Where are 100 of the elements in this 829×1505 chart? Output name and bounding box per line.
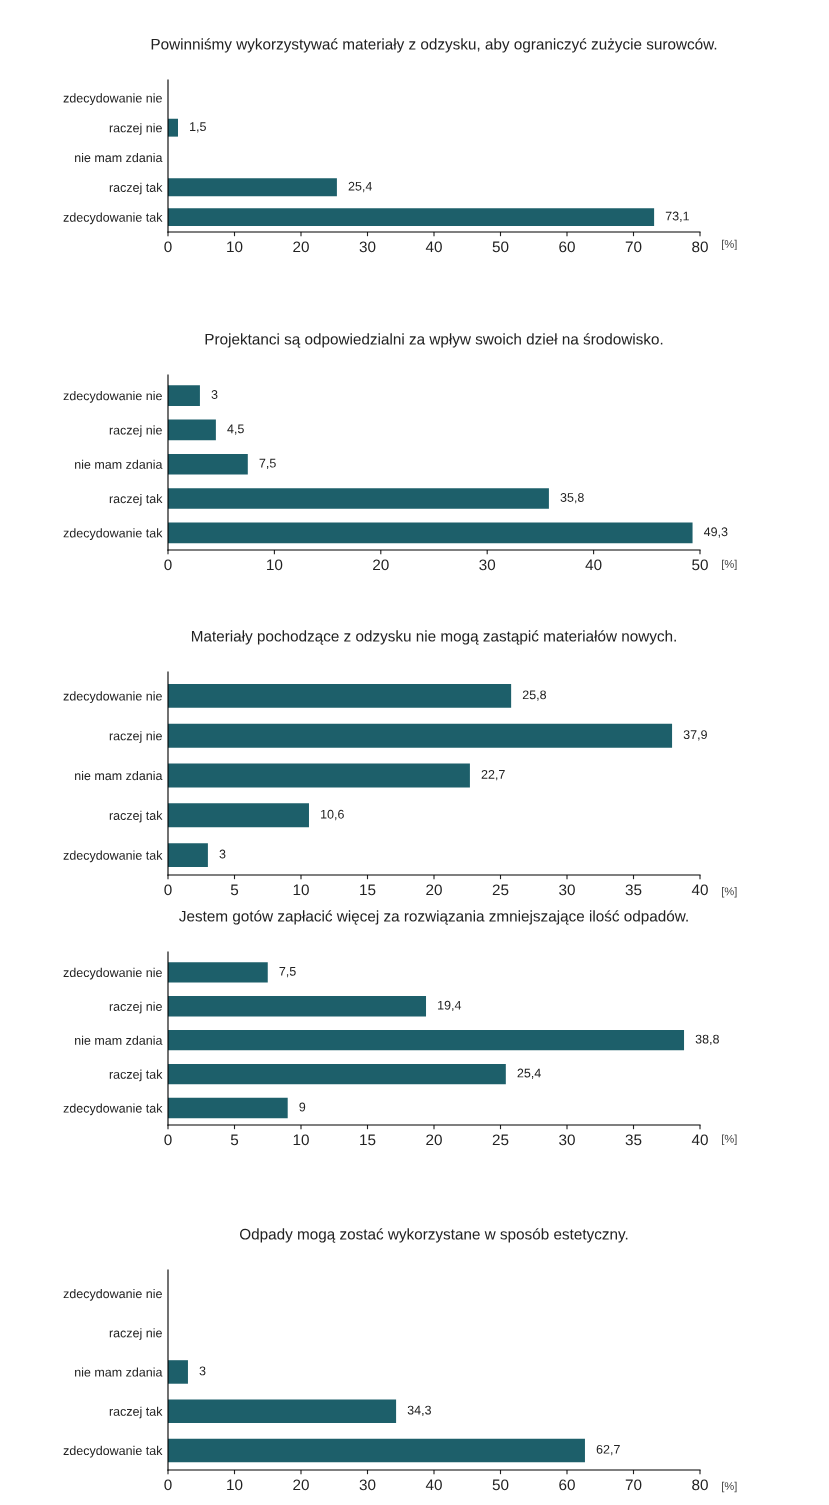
x-tick-label: 50: [492, 1479, 509, 1491]
x-tick-label: 30: [359, 1479, 376, 1491]
x-tick-label: 20: [426, 1134, 442, 1146]
x-tick-label: 15: [360, 884, 376, 896]
x-tick-label: 70: [625, 1479, 642, 1491]
x-tick-label: 0: [164, 559, 172, 571]
x-tick-label: 40: [585, 559, 602, 571]
x-tick-label: 30: [479, 559, 496, 571]
x-axis-title: [%]: [722, 559, 737, 571]
x-tick-label: 40: [691, 1134, 708, 1146]
data-label: 7,5: [279, 966, 296, 978]
x-tick-label: 0: [164, 1479, 172, 1491]
x-axis-title: [%]: [722, 239, 737, 251]
data-label: 10,6: [321, 809, 344, 821]
x-tick-label: 0: [164, 241, 172, 253]
data-label: 1,5: [190, 122, 206, 133]
bar: [168, 208, 655, 227]
bar: [168, 118, 178, 137]
data-label: 38,8: [695, 1034, 719, 1046]
data-label: 25,4: [348, 181, 372, 193]
x-tick-label: 80: [692, 1479, 708, 1491]
bar: [168, 1063, 506, 1085]
x-tick-label: 35: [625, 884, 642, 896]
data-label: 34,3: [407, 1405, 431, 1417]
x-tick-label: 25: [492, 1134, 509, 1146]
data-label: 35,8: [560, 493, 584, 504]
y-tick-label: raczej nie: [109, 731, 162, 743]
data-label: 9: [299, 1102, 306, 1112]
chart-title: Materiały pochodzące z odzysku nie mogą zastąpić materiałów nowych.: [191, 630, 676, 645]
x-tick-label: 0: [164, 884, 172, 896]
x-tick-label: 20: [373, 559, 389, 571]
x-tick-label: 10: [293, 1134, 309, 1146]
chart-title: Odpady mogą zostać wykorzystane w sposób estetyczny.: [239, 1228, 628, 1243]
y-tick-label: zdecydowanie nie: [63, 1289, 162, 1301]
data-label: 73,1: [665, 211, 689, 222]
y-tick-label: zdecydowanie nie: [63, 391, 162, 403]
data-label: 3: [199, 1366, 206, 1376]
x-tick-label: 40: [425, 241, 442, 253]
y-tick-label: raczej tak: [109, 494, 163, 506]
chart-title: Projektanci są odpowiedzialni za wpływ swoich dzieł na środowisko.: [205, 333, 663, 348]
y-tick-label: nie mam zdania: [75, 1035, 163, 1045]
bar: [168, 1030, 685, 1051]
y-tick-label: raczej nie: [109, 1328, 162, 1340]
y-tick-label: raczej nie: [109, 123, 162, 135]
y-tick-label: zdecydowanie nie: [63, 691, 162, 704]
bar: [168, 683, 512, 708]
x-tick-label: 70: [625, 241, 642, 253]
y-tick-label: zdecydowanie tak: [63, 1445, 163, 1458]
x-tick-label: 60: [559, 241, 575, 253]
y-tick-label: nie mam zdania: [75, 770, 163, 781]
data-label: 3: [211, 390, 218, 399]
y-tick-label: nie mam zdania: [75, 1367, 163, 1377]
x-tick-label: 5: [230, 1134, 239, 1146]
x-tick-label: 20: [426, 884, 442, 896]
chart-title: Powinniśmy wykorzystywać materiały z odzysku, aby ograniczyć zużycie surowców.: [151, 38, 717, 53]
bar: [168, 1097, 288, 1119]
data-label: 22,7: [481, 769, 505, 781]
data-label: 25,8: [522, 690, 547, 701]
bar: [168, 996, 427, 1017]
x-tick-label: 5: [230, 884, 239, 896]
bar: [168, 178, 337, 197]
y-tick-label: raczej tak: [109, 182, 163, 195]
y-tick-label: zdecydowanie nie: [63, 93, 162, 106]
y-tick-label: zdecydowanie tak: [63, 212, 163, 225]
bar: [168, 843, 208, 868]
bar: [168, 1360, 188, 1384]
y-tick-label: zdecydowanie nie: [63, 967, 162, 980]
bar: [168, 962, 268, 983]
data-label: 4,5: [227, 424, 244, 435]
x-tick-label: 30: [559, 884, 575, 896]
y-tick-label: zdecydowanie tak: [63, 528, 163, 540]
x-tick-label: 80: [692, 241, 708, 253]
bar: [168, 803, 309, 828]
bar: [168, 723, 673, 748]
x-tick-label: 50: [492, 241, 509, 253]
data-label: 62,7: [596, 1444, 620, 1456]
y-tick-label: raczej nie: [109, 1001, 162, 1014]
y-tick-label: nie mam zdania: [75, 152, 163, 163]
x-tick-label: 25: [492, 884, 509, 896]
x-tick-label: 35: [625, 1134, 642, 1146]
y-tick-label: raczej tak: [109, 1406, 163, 1419]
x-tick-label: 30: [359, 241, 376, 253]
y-tick-label: raczej nie: [109, 425, 162, 438]
x-tick-label: 40: [425, 1479, 442, 1491]
x-tick-label: 40: [691, 884, 708, 896]
x-tick-label: 0: [164, 1134, 172, 1146]
bar: [168, 1399, 397, 1423]
x-tick-label: 10: [293, 884, 309, 896]
bar: [168, 488, 549, 509]
bar: [168, 763, 470, 788]
y-tick-label: zdecydowanie tak: [63, 850, 163, 863]
bar: [168, 522, 693, 544]
x-tick-label: 50: [692, 559, 708, 571]
y-tick-label: raczej tak: [109, 810, 163, 823]
data-label: 49,3: [703, 527, 728, 538]
bar: [168, 419, 216, 441]
bar: [168, 385, 200, 406]
data-label: 37,9: [683, 730, 707, 741]
y-tick-label: raczej tak: [109, 1069, 163, 1082]
x-axis-title: [%]: [722, 1481, 737, 1493]
